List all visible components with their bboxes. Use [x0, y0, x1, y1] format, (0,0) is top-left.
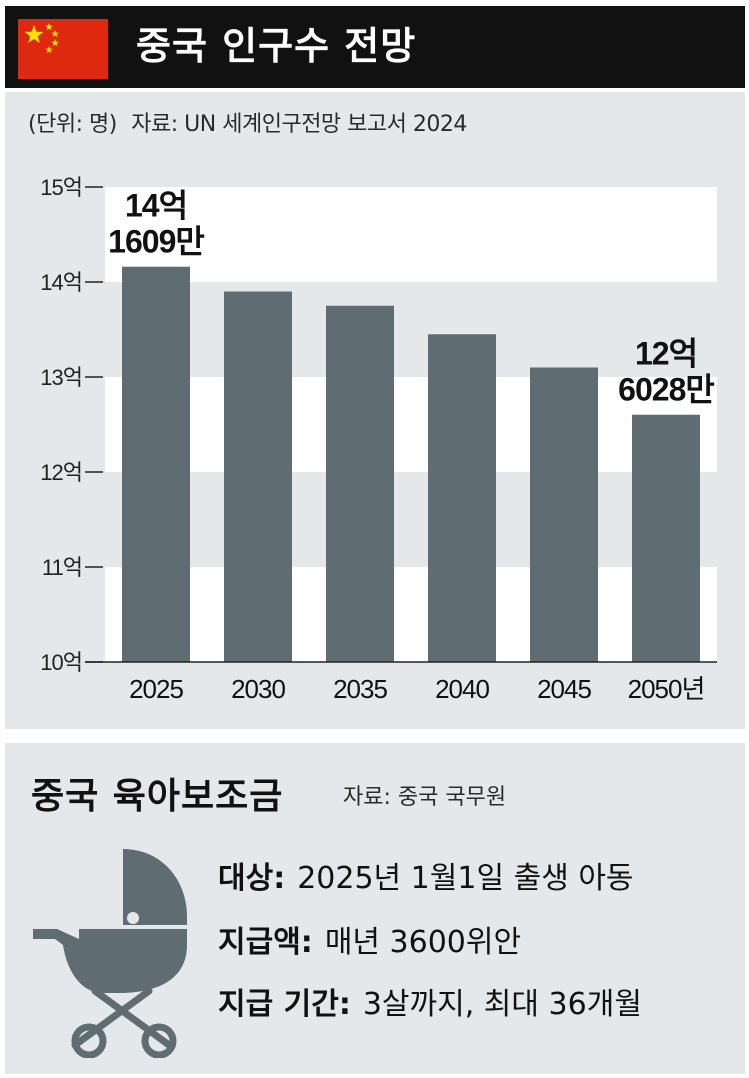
data-label: 14억: [125, 188, 187, 224]
benefit-title: 중국 육아보조금: [31, 776, 284, 817]
page-title: 중국 인구수 전망: [136, 24, 417, 68]
y-tick-label: 12억: [40, 460, 82, 485]
unit-label: (단위: 명): [28, 112, 117, 137]
bar: [428, 334, 496, 662]
benefit-row-value: 3살까지, 최대 36개월: [362, 987, 642, 1022]
baby-stroller-icon: [33, 849, 187, 1058]
source-label: 자료: UN 세계인구전망 보고서 2024: [131, 112, 467, 137]
y-tick-label: 15억: [40, 175, 82, 200]
bar: [326, 305, 394, 662]
population-bar-chart: 10억 11억 12억 13억 14억 15억 2025 2030 2035 2040 2045 20…: [40, 175, 717, 704]
header-bar: 중국 인구수 전망: [5, 6, 745, 88]
y-tick-label: 13억: [40, 365, 82, 390]
china-flag-icon: [18, 19, 108, 79]
bar: [632, 414, 700, 662]
benefit-row-target: 대상: 2025년 1월1일 출생 아동: [218, 853, 634, 897]
data-label: 6028만: [618, 372, 714, 408]
y-tick-label: 11억: [42, 555, 82, 580]
benefit-panel: 중국 육아보조금 자료: 중국 국무원 대상: 2025년 1월1일 출생 아동 …: [5, 743, 745, 1074]
benefit-source: 자료: 중국 국무원: [343, 785, 507, 810]
bar: [224, 291, 292, 662]
x-tick-label: 2050년: [628, 674, 705, 704]
benefit-row-amount: 지급액: 매년 3600위안: [218, 917, 521, 961]
bar: [530, 367, 598, 662]
chart-meta: (단위: 명) 자료: UN 세계인구전망 보고서 2024: [28, 106, 467, 138]
benefit-row-key: 지급액:: [218, 925, 313, 960]
data-label: 12억: [635, 336, 697, 372]
chart-panel: (단위: 명) 자료: UN 세계인구전망 보고서 2024 10억 11억 12억…: [5, 92, 745, 729]
x-tick-label: 2045: [537, 674, 591, 704]
y-tick-label: 10억: [40, 650, 82, 675]
benefit-row-key: 지급 기간:: [218, 987, 351, 1022]
x-tick-label: 2025: [129, 674, 183, 704]
benefit-row-value: 매년 3600위안: [324, 925, 522, 960]
benefit-row-period: 지급 기간: 3살까지, 최대 36개월: [218, 979, 642, 1023]
grid-band: [105, 377, 717, 472]
x-tick-label: 2040: [435, 674, 489, 704]
benefit-row-key: 대상:: [218, 861, 286, 896]
y-tick-label: 14억: [40, 270, 82, 295]
bar: [122, 266, 190, 662]
grid-band: [105, 567, 717, 662]
benefit-row-value: 2025년 1월1일 출생 아동: [297, 861, 634, 896]
x-tick-label: 2035: [333, 674, 387, 704]
x-tick-label: 2030: [231, 674, 285, 704]
grid-band: [105, 187, 717, 282]
data-label: 1609만: [108, 224, 204, 260]
